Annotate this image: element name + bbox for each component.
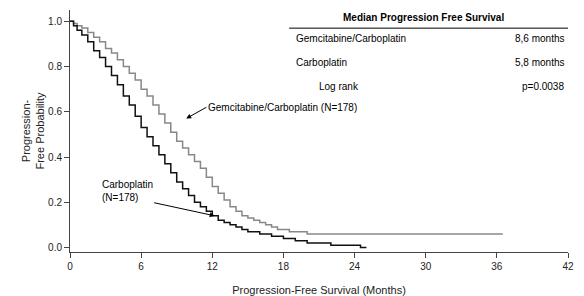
svg-text:42: 42 [562, 261, 574, 272]
svg-text:0.0: 0.0 [48, 242, 62, 253]
svg-text:0.6: 0.6 [48, 106, 62, 117]
svg-text:0.2: 0.2 [48, 197, 62, 208]
svg-text:Carboplatin(N=178): Carboplatin(N=178) [102, 179, 153, 203]
svg-text:0.8: 0.8 [48, 61, 62, 72]
svg-text:Median Progression Free Surviv: Median Progression Free Survival [343, 12, 504, 23]
svg-text:6: 6 [138, 261, 144, 272]
svg-text:24: 24 [349, 261, 361, 272]
svg-text:Progression-Free Probability: Progression-Free Probability [20, 92, 46, 170]
svg-text:1.0: 1.0 [48, 16, 62, 27]
svg-text:Progression-Free Survival (Mon: Progression-Free Survival (Months) [232, 284, 406, 296]
svg-text:Gemcitabine/Carboplatin: Gemcitabine/Carboplatin [296, 33, 406, 44]
svg-text:12: 12 [207, 261, 219, 272]
svg-text:Log rank: Log rank [319, 81, 359, 92]
svg-text:36: 36 [491, 261, 503, 272]
svg-text:Gemcitabine/Carboplatin (N=178: Gemcitabine/Carboplatin (N=178) [208, 102, 357, 113]
svg-text:5,8 months: 5,8 months [515, 57, 564, 68]
svg-text:0: 0 [67, 261, 73, 272]
svg-text:0.4: 0.4 [48, 152, 62, 163]
svg-text:p=0.0038: p=0.0038 [522, 81, 564, 92]
svg-text:18: 18 [278, 261, 290, 272]
svg-text:Carboplatin: Carboplatin [296, 57, 347, 68]
svg-text:30: 30 [420, 261, 432, 272]
svg-text:8,6 months: 8,6 months [515, 33, 564, 44]
